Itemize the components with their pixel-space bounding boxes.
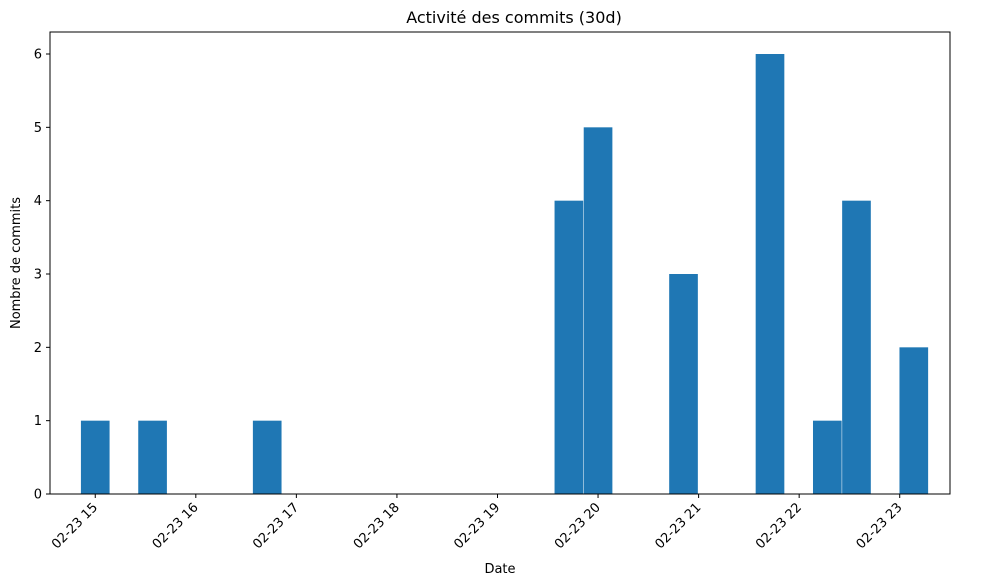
y-axis: 0 1 2 3 4 5 6 xyxy=(34,48,50,503)
x-tick-label-1: 02-23 16 xyxy=(150,500,202,552)
bar-0-9 xyxy=(899,347,929,494)
y-axis-label: Nombre de commits xyxy=(9,197,24,329)
x-tick-label-8: 02-23 23 xyxy=(854,500,906,552)
x-tick-label-6: 02-23 21 xyxy=(652,500,704,552)
bar-0-8 xyxy=(842,200,871,495)
x-tick-label-0: 02-23 15 xyxy=(49,500,101,552)
bar-0-1 xyxy=(138,420,167,494)
y-tick-label-2: 2 xyxy=(34,341,42,356)
y-tick-label-0: 0 xyxy=(34,488,42,503)
y-tick-label-4: 4 xyxy=(34,194,42,209)
x-tick-label-2: 02-23 17 xyxy=(250,500,302,552)
bar-0-2 xyxy=(252,420,282,494)
plot-frame xyxy=(49,31,951,495)
bar-0-4 xyxy=(583,127,613,494)
bar-0-6 xyxy=(755,54,785,494)
x-tick-label-5: 02-23 20 xyxy=(552,500,604,552)
bar-0-5 xyxy=(669,274,698,494)
y-tick-label-3: 3 xyxy=(34,268,42,283)
y-tick-label-5: 5 xyxy=(34,121,42,136)
bar-0-7 xyxy=(812,420,842,494)
x-tick-label-7: 02-23 22 xyxy=(753,500,805,552)
x-axis-label: Date xyxy=(484,562,515,577)
x-axis: 02-23 15 02-23 16 02-23 17 02-23 18 02-23 19… xyxy=(49,494,906,552)
x-tick-label-3: 02-23 18 xyxy=(351,500,403,552)
chart-title: Activité des commits (30d) xyxy=(406,8,622,27)
x-tick-label-4: 02-23 19 xyxy=(451,500,503,552)
bar-0-3 xyxy=(554,200,584,495)
bar-0-0 xyxy=(80,420,110,494)
bars-group xyxy=(80,54,929,495)
y-tick-label-1: 1 xyxy=(34,414,42,429)
y-tick-label-6: 6 xyxy=(34,48,42,63)
